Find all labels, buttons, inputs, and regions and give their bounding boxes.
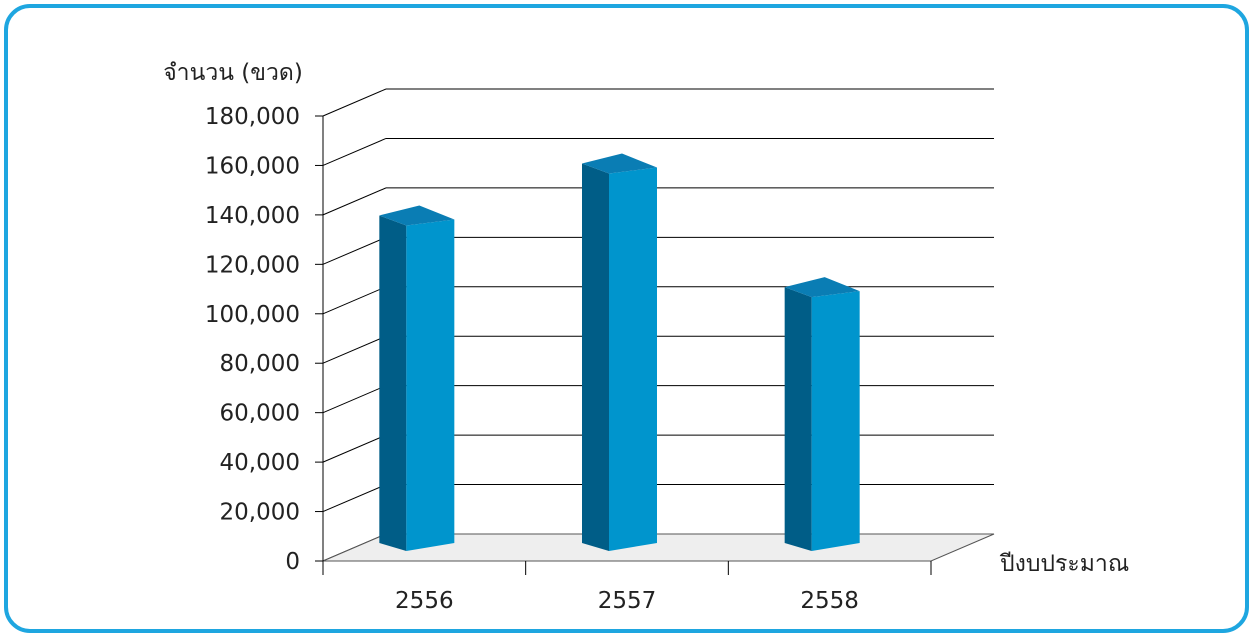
y-axis-title: จำนวน (ขวด): [163, 60, 303, 86]
x-axis-title: ปีงบประมาณ: [999, 551, 1129, 577]
bar-2556: [379, 205, 455, 551]
bar-side-face: [784, 287, 812, 551]
x-tick-label: 2556: [395, 588, 454, 614]
y-tick-label: 80,000: [220, 351, 300, 377]
gridline-diagonal: [322, 434, 387, 463]
gridline-diagonal: [322, 137, 387, 166]
chart-axes: 0 20,000 40,000 60,000 80,000 100,000 120,000 1…: [205, 104, 932, 614]
bar-2557: [582, 153, 657, 552]
gridline-diagonal: [322, 88, 387, 117]
gridline-diagonal: [322, 335, 387, 364]
bar-top-face: [784, 277, 860, 298]
chart-bars: [379, 153, 860, 552]
bar-top-face: [582, 153, 657, 174]
gridline-diagonal: [322, 236, 387, 265]
y-tick-label: 0: [285, 549, 300, 575]
bar-side-face: [582, 163, 609, 552]
gridline-diagonal: [322, 484, 387, 513]
y-tick-label: 20,000: [220, 500, 300, 526]
x-tick-label: 2557: [598, 588, 657, 614]
bar-top-face: [379, 205, 455, 226]
bar-front-face: [406, 219, 455, 551]
y-tick-label: 40,000: [220, 450, 300, 476]
y-tick-label: 120,000: [205, 252, 300, 278]
y-tick-label: 160,000: [205, 153, 300, 179]
y-tick-label: 140,000: [205, 203, 300, 229]
bar-side-face: [379, 215, 407, 551]
gridline-diagonal: [322, 187, 387, 216]
y-tick-label: 60,000: [220, 401, 300, 427]
y-tick-label: 180,000: [205, 104, 300, 130]
bar-2558: [784, 277, 860, 551]
gridline-diagonal: [322, 385, 387, 414]
gridline-diagonal: [322, 286, 387, 315]
x-tick-label: 2558: [800, 588, 859, 614]
bar-front-face: [811, 291, 860, 551]
y-tick-label: 100,000: [205, 302, 300, 328]
bar-front-face: [609, 167, 657, 552]
